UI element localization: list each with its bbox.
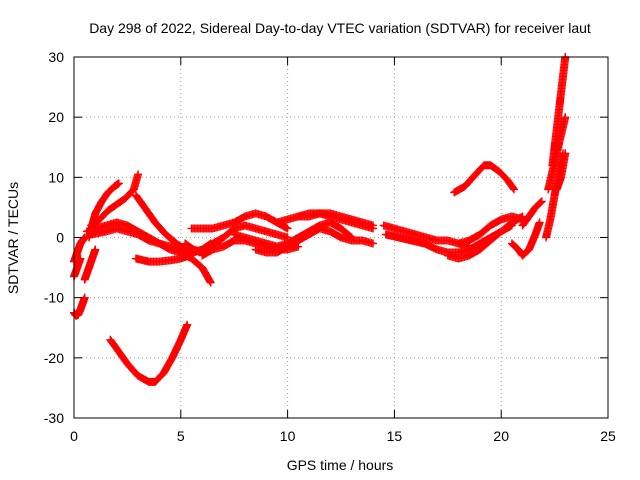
series-pass-29 — [552, 149, 570, 194]
y-tick-label: -30 — [44, 410, 64, 426]
data-points — [70, 53, 570, 386]
chart-title: Day 298 of 2022, Sidereal Day-to-day VTE… — [89, 20, 591, 36]
y-tick-label: 20 — [48, 109, 64, 125]
series-pass-22 — [454, 212, 527, 248]
data-point-marks — [131, 251, 194, 266]
x-tick-label: 25 — [600, 428, 616, 444]
x-axis-label: GPS time / hours — [287, 457, 394, 473]
series-pass-25 — [518, 197, 546, 230]
series-pass-6 — [87, 170, 143, 230]
y-axis-label: SDTVAR / TECUs — [5, 182, 21, 294]
x-tick-label: 0 — [70, 428, 78, 444]
series-pass-4 — [80, 245, 100, 284]
series-pass-10 — [131, 251, 194, 266]
data-point-marks — [294, 209, 378, 233]
data-point-marks — [518, 197, 546, 230]
x-tick-label: 15 — [387, 428, 403, 444]
x-tick-label: 10 — [280, 428, 296, 444]
data-point-marks — [450, 161, 519, 197]
series-pass-24 — [507, 218, 544, 260]
data-point-marks — [548, 53, 570, 170]
series-pass-16 — [251, 224, 378, 257]
y-tick-label: 30 — [48, 49, 64, 65]
data-point-marks — [251, 224, 378, 257]
series-pass-11 — [106, 320, 192, 386]
data-point-marks — [106, 320, 192, 386]
x-tick-label: 5 — [177, 428, 185, 444]
y-tick-label: -20 — [44, 350, 64, 366]
data-point-marks — [454, 212, 527, 248]
y-tick-label: 10 — [48, 169, 64, 185]
grid-lines — [74, 57, 608, 418]
data-point-marks — [552, 149, 570, 194]
data-point-marks — [80, 245, 100, 284]
x-tick-label: 20 — [493, 428, 509, 444]
axis-ticks: 0 5 10 15 20 25 -30 -20 -10 0 10 20 30 — [44, 49, 616, 444]
y-tick-label: 0 — [56, 230, 64, 246]
series-pass-18 — [294, 209, 378, 233]
data-point-marks — [87, 170, 143, 230]
data-point-marks — [507, 218, 544, 260]
series-pass-28 — [548, 53, 570, 170]
series-pass-23 — [450, 161, 519, 197]
y-tick-label: -10 — [44, 290, 64, 306]
